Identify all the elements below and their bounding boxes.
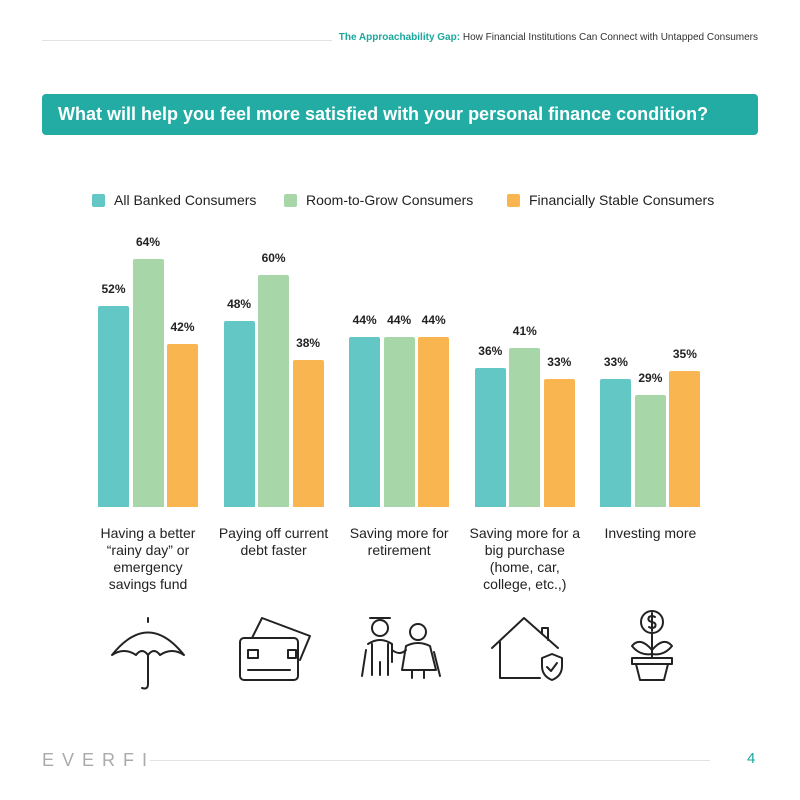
bar [383, 336, 415, 507]
value-label: 41% [512, 324, 537, 339]
logo: EVERFI [42, 750, 156, 770]
bar [258, 274, 290, 507]
value-label: 44% [387, 312, 412, 327]
value-label: 60% [261, 250, 286, 265]
page-number: 4 [747, 750, 756, 767]
legend-item: Room-to-Grow Consumers [284, 192, 473, 208]
legend-label: Financially Stable Consumers [529, 192, 715, 208]
category-label: Saving more for a big purchase (home, ca… [469, 525, 581, 592]
bar [669, 371, 701, 507]
value-label: 33% [547, 355, 572, 370]
legend-swatch [92, 193, 105, 207]
category-label: Paying off current debt faster [218, 525, 329, 558]
bar [223, 321, 255, 507]
value-label: 48% [227, 297, 252, 311]
legend-swatch [284, 193, 297, 207]
value-label: 35% [672, 347, 697, 362]
legend-swatch [507, 193, 520, 207]
bar [418, 336, 450, 507]
legend-item: Financially Stable Consumers [507, 192, 714, 208]
value-label: 42% [170, 320, 195, 335]
value-label: 36% [478, 343, 503, 358]
bar [132, 259, 164, 507]
house-icon [491, 617, 563, 681]
legend-label: Room-to-Grow Consumers [306, 192, 474, 208]
umbrella-icon [111, 617, 185, 690]
header-rule [42, 40, 332, 41]
value-label: 44% [352, 312, 377, 327]
plant-icon [631, 610, 673, 681]
bar [634, 394, 666, 507]
bar [600, 379, 632, 507]
bar [543, 379, 575, 507]
bar [98, 305, 129, 507]
header-title: How Financial Institutions Can Connect w… [462, 32, 758, 43]
bar [349, 336, 381, 507]
footer-rule [150, 760, 710, 761]
value-label: 64% [135, 235, 161, 249]
value-label: 52% [101, 281, 126, 296]
category-label: Having a better “rainy day” or emergency… [100, 525, 196, 592]
bar [474, 367, 506, 507]
header: The Approachability Gap: How Financial I… [339, 32, 758, 43]
banner: What will help you feel more satisfied w… [42, 94, 758, 135]
value-label: 33% [603, 355, 628, 370]
legend-label: All Banked Consumers [114, 192, 257, 208]
value-label: 38% [296, 335, 321, 350]
value-label: 44% [421, 312, 446, 327]
legend-item: All Banked Consumers [92, 192, 256, 208]
icons [111, 610, 673, 690]
bar [167, 344, 198, 507]
bar [509, 348, 541, 507]
category-label: Saving more for retirement [349, 525, 449, 558]
category-label: Investing more [604, 525, 697, 541]
header-title-bold: The Approachability Gap: [338, 32, 461, 43]
seniors-icon [361, 617, 441, 679]
card-icon [239, 617, 311, 681]
bar [292, 359, 324, 507]
value-label: 29% [638, 370, 663, 385]
